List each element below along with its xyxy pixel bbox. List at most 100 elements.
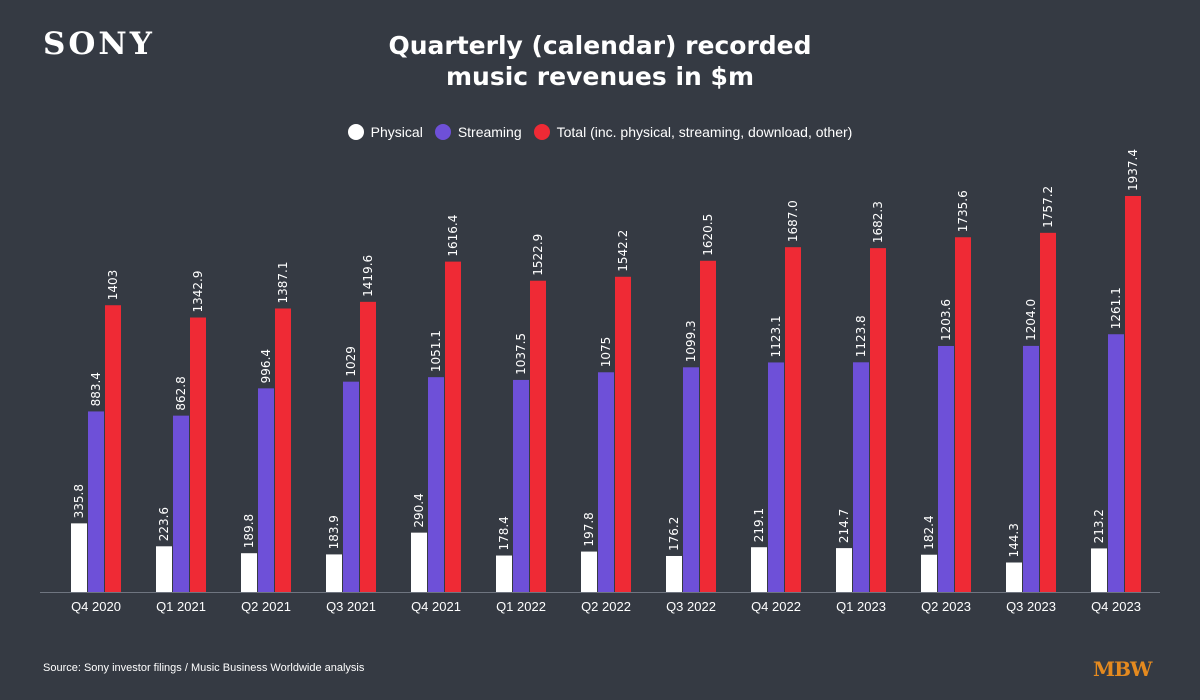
data-label: 219.1 — [752, 508, 766, 542]
category-group: 183.9 1029 1419.6 Q3 2021 — [326, 255, 376, 614]
data-label: 290.4 — [412, 493, 426, 527]
sony-logo: SONY — [43, 26, 155, 62]
bar-total — [870, 248, 886, 592]
data-label: 1123.1 — [769, 315, 783, 357]
data-label: 996.4 — [259, 349, 273, 383]
bar-streaming — [88, 411, 104, 592]
category-group: 189.8 996.4 1387.1 Q2 2021 — [241, 261, 291, 614]
bar-streaming — [598, 372, 614, 592]
x-tick-label: Q1 2023 — [836, 599, 886, 614]
bar-streaming — [513, 379, 529, 592]
data-label: 213.2 — [1092, 509, 1106, 543]
legend-swatch-total — [533, 124, 550, 140]
data-label: 1620.5 — [701, 214, 715, 256]
data-label: 1387.1 — [276, 261, 290, 303]
bar-streaming — [683, 367, 699, 592]
legend-item-streaming: Streaming — [434, 124, 522, 140]
bar-physical — [156, 546, 172, 592]
bar-streaming — [343, 381, 359, 592]
bar-total — [955, 237, 971, 593]
data-label: 1403 — [106, 270, 120, 301]
data-label: 197.8 — [582, 512, 596, 546]
data-label: 862.8 — [174, 376, 188, 410]
bar-total — [1040, 232, 1056, 592]
data-label: 176.2 — [667, 517, 681, 551]
data-label: 1029 — [344, 346, 358, 377]
data-label: 1616.4 — [446, 215, 460, 257]
x-tick-label: Q4 2020 — [71, 599, 121, 614]
bar-streaming — [768, 362, 784, 592]
bar-total — [360, 301, 376, 592]
x-tick-label: Q4 2022 — [751, 599, 801, 614]
bar-physical — [921, 554, 937, 592]
x-tick-label: Q4 2023 — [1091, 599, 1141, 614]
data-label: 1261.1 — [1109, 287, 1123, 329]
data-label: 335.8 — [72, 484, 86, 518]
data-label: 1203.6 — [939, 299, 953, 341]
category-group: 214.7 1123.8 1682.3 Q1 2023 — [836, 201, 886, 614]
x-tick-label: Q1 2022 — [496, 599, 546, 614]
category-group: 219.1 1123.1 1687.0 Q4 2022 — [751, 200, 801, 614]
x-tick-label: Q2 2023 — [921, 599, 971, 614]
source-note: Source: Sony investor filings / Music Bu… — [43, 662, 365, 674]
bar-physical — [326, 554, 342, 592]
x-tick-label: Q3 2021 — [326, 599, 376, 614]
category-group: 290.4 1051.1 1616.4 Q4 2021 — [411, 215, 461, 614]
data-label: 1099.3 — [684, 320, 698, 362]
bar-physical — [411, 532, 427, 592]
bar-physical — [666, 555, 682, 592]
data-label: 1051.1 — [429, 330, 443, 372]
bar-streaming — [938, 345, 954, 592]
bar-physical — [581, 551, 597, 592]
category-group: 176.2 1099.3 1620.5 Q3 2022 — [666, 214, 716, 614]
data-label: 1522.9 — [531, 234, 545, 276]
bar-streaming — [853, 362, 869, 592]
data-label: 1037.5 — [514, 333, 528, 375]
data-label: 1419.6 — [361, 255, 375, 297]
bar-streaming — [258, 388, 274, 592]
data-label: 1075 — [599, 337, 613, 368]
data-label: 1687.0 — [786, 200, 800, 242]
bar-streaming — [1023, 345, 1039, 592]
bar-total — [530, 280, 546, 592]
data-label: 1735.6 — [956, 190, 970, 232]
data-label: 1937.4 — [1126, 149, 1140, 191]
x-tick-label: Q3 2023 — [1006, 599, 1056, 614]
bar-physical — [751, 547, 767, 592]
category-group: 182.4 1203.6 1735.6 Q2 2023 — [921, 190, 971, 614]
data-label: 183.9 — [327, 515, 341, 549]
bar-streaming — [428, 377, 444, 592]
category-group: 213.2 1261.1 1937.4 Q4 2023 — [1091, 149, 1141, 614]
legend-label-total: Total (inc. physical, streaming, downloa… — [556, 124, 853, 140]
chart-title-line-1: Quarterly (calendar) recorded — [388, 31, 812, 60]
category-group: 335.8 883.4 1403 Q4 2020 — [71, 270, 121, 614]
data-label: 1682.3 — [871, 201, 885, 243]
bar-total — [445, 261, 461, 592]
bar-total — [190, 317, 206, 592]
data-label: 189.8 — [242, 514, 256, 548]
bar-physical — [241, 553, 257, 592]
data-label: 178.4 — [497, 516, 511, 550]
data-label: 1757.2 — [1041, 186, 1055, 228]
bar-physical — [496, 555, 512, 592]
bar-total — [785, 247, 801, 593]
data-label: 1204.0 — [1024, 299, 1038, 341]
bar-total — [1125, 196, 1141, 592]
mbw-logo: MBW — [1093, 657, 1153, 681]
bar-physical — [1006, 562, 1022, 592]
legend-swatch-streaming — [434, 124, 451, 140]
data-label: 223.6 — [157, 507, 171, 541]
legend-label-physical: Physical — [370, 124, 423, 140]
x-tick-label: Q2 2022 — [581, 599, 631, 614]
x-tick-label: Q4 2021 — [411, 599, 461, 614]
bar-physical — [836, 548, 852, 592]
chart-legend: Physical Streaming Total (inc. physical,… — [0, 124, 1200, 140]
data-label: 1542.2 — [616, 230, 630, 272]
bar-streaming — [1108, 334, 1124, 592]
chart-title-line-2: music revenues in $m — [445, 62, 754, 91]
bar-total — [615, 276, 631, 592]
data-label: 1342.9 — [191, 271, 205, 313]
category-group: 197.8 1075 1542.2 Q2 2022 — [581, 230, 631, 614]
bar-total — [700, 260, 716, 592]
